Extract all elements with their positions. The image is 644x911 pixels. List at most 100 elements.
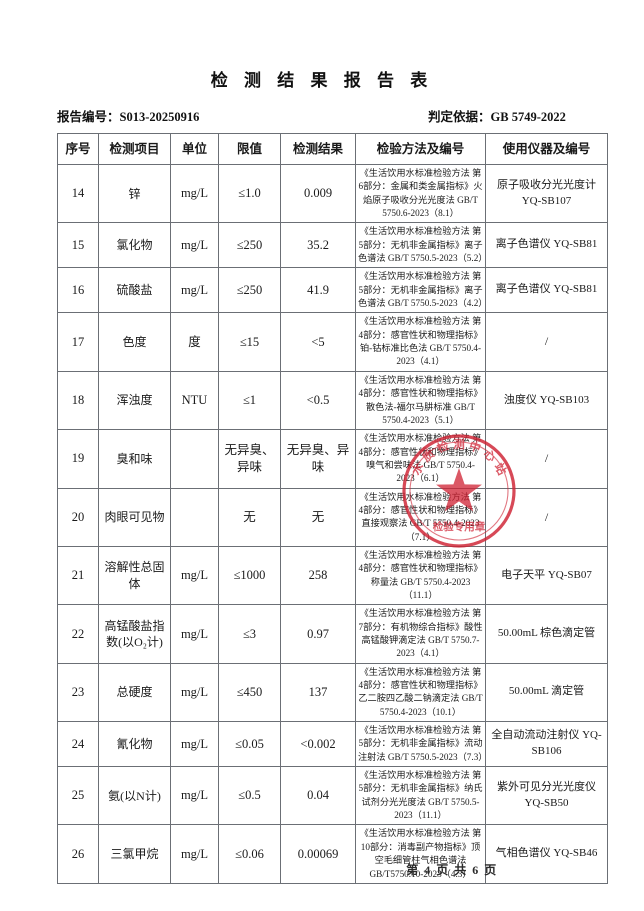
cell-method: 《生活饮用水标准检验方法 第4部分：感官性状和物理指标》铂-钴标准比色法 GB/… bbox=[355, 312, 486, 372]
cell-no: 18 bbox=[57, 370, 99, 431]
table-row: 18 浑浊度 NTU ≤1 <0.5 《生活饮用水标准检验方法 第4部分：感官性状和物理指… bbox=[57, 370, 608, 431]
cell-no: 17 bbox=[57, 312, 99, 372]
cell-no: 14 bbox=[57, 163, 99, 224]
cell-result: 0.97 bbox=[280, 604, 356, 664]
cell-instrument: / bbox=[485, 487, 608, 547]
column-header-method: 检验方法及编号 bbox=[355, 133, 486, 165]
cell-result: 无异臭、异味 bbox=[280, 429, 356, 489]
cell-item: 总硬度 bbox=[98, 662, 171, 723]
column-header-item: 检测项目 bbox=[98, 133, 171, 165]
cell-limit: ≤1000 bbox=[218, 545, 281, 606]
cell-instrument: / bbox=[485, 429, 608, 489]
cell-item: 臭和味 bbox=[98, 429, 171, 489]
cell-unit: mg/L bbox=[170, 721, 219, 768]
column-header-unit: 单位 bbox=[170, 133, 219, 165]
column-header-no: 序号 bbox=[57, 133, 99, 165]
cell-unit: mg/L bbox=[170, 222, 219, 269]
column-header-limit: 限值 bbox=[218, 133, 281, 165]
page-title: 检 测 结 果 报 告 表 bbox=[210, 71, 434, 90]
cell-item: 高锰酸盐指数(以O₂计) bbox=[98, 604, 171, 664]
cell-method: 《生活饮用水标准检验方法 第5部分：无机非金属指标》流动注射法 GB/T 575… bbox=[355, 721, 487, 768]
cell-item: 氯化物 bbox=[98, 222, 171, 269]
cell-no: 22 bbox=[57, 604, 99, 664]
table-row: 15 氯化物 mg/L ≤250 35.2 《生活饮用水标准检验方法 第5部分：无机非金属… bbox=[57, 222, 608, 269]
cell-unit bbox=[170, 487, 219, 547]
table-row: 23 总硬度 mg/L ≤450 137 《生活饮用水标准检验方法 第4部分：感官性状和物… bbox=[57, 662, 608, 723]
table-row: 25 氨(以N计) mg/L ≤0.5 0.04 《生活饮用水标准检验方法 第5部分：无机… bbox=[57, 766, 608, 826]
report-meta: 报告编号：S013-20250916 判定依据：GB 5749-2022 bbox=[57, 106, 608, 126]
cell-limit: ≤0.05 bbox=[218, 721, 281, 768]
cell-unit: mg/L bbox=[170, 766, 219, 826]
table-row: 14 锌 mg/L ≤1.0 0.009 《生活饮用水标准检验方法 第6部分：金属和类金属… bbox=[57, 163, 608, 224]
cell-limit: ≤250 bbox=[218, 267, 281, 314]
cell-method: 《生活饮用水标准检验方法 第6部分：金属和类金属指标》火焰原子吸收分光光度法 G… bbox=[355, 163, 486, 224]
cell-limit: ≤15 bbox=[218, 312, 281, 372]
judgement-criteria: 判定依据：GB 5749-2022 bbox=[428, 106, 566, 125]
cell-item: 硫酸盐 bbox=[98, 267, 171, 314]
cell-method: 《生活饮用水标准检验方法 第4部分：感官性状和物理指标》嗅气和尝味法 GB/T … bbox=[355, 429, 486, 489]
cell-method: 《生活饮用水标准检验方法 第4部分：感官性状和物理指标》直接观察法 GB/T 5… bbox=[355, 487, 486, 547]
cell-item: 溶解性总固体 bbox=[98, 545, 171, 606]
cell-instrument: 电子天平 YQ-SB07 bbox=[485, 545, 608, 606]
cell-instrument: 气相色谱仪 YQ-SB46 bbox=[485, 824, 608, 884]
cell-method: 《生活饮用水标准检验方法 第4部分：感官性状和物理指标》称量法 GB/T 575… bbox=[355, 545, 486, 606]
cell-instrument: 紫外可见分光光度仪 YQ-SB50 bbox=[485, 766, 608, 826]
column-header-instrument: 使用仪器及编号 bbox=[485, 133, 608, 165]
cell-instrument: 50.00mL 滴定管 bbox=[485, 662, 608, 723]
cell-item: 氰化物 bbox=[98, 721, 171, 768]
cell-method: 《生活饮用水标准检验方法 第4部分：感官性状和物理指标》乙二胺四乙酸二钠滴定法 … bbox=[355, 662, 486, 723]
table-row: 17 色度度 ≤15 <5 《生活饮用水标准检验方法 第4部分：感官性状和物理指标》铂-… bbox=[57, 312, 608, 372]
results-table-body: 14 锌 mg/L ≤1.0 0.009 《生活饮用水标准检验方法 第6部分：金属和类金属… bbox=[57, 163, 608, 884]
cell-result: 258 bbox=[280, 545, 356, 606]
cell-unit: mg/L bbox=[170, 163, 219, 224]
cell-no: 21 bbox=[57, 545, 99, 606]
cell-item: 色度 bbox=[98, 312, 171, 372]
table-row: 19 臭和味 无异臭、异味 无异臭、异味 《生活饮用水标准检验方法 第4部分：感官性状和… bbox=[57, 429, 608, 489]
table-row: 26 三氯甲烷 mg/L ≤0.06 0.00069 《生活饮用水标准检验方法 第10部分… bbox=[57, 824, 608, 884]
cell-method: 《生活饮用水标准检验方法 第5部分：无机非金属指标》离子色谱法 GB/T 575… bbox=[355, 267, 487, 314]
cell-item: 三氯甲烷 bbox=[98, 824, 171, 884]
report-number-value: S013-20250916 bbox=[119, 110, 200, 124]
cell-limit: ≤3 bbox=[218, 604, 281, 664]
cell-limit: ≤0.5 bbox=[218, 766, 281, 826]
cell-item: 氨(以N计) bbox=[98, 766, 171, 826]
cell-result: 41.9 bbox=[280, 267, 356, 314]
cell-result: 35.2 bbox=[280, 222, 356, 269]
cell-unit: mg/L bbox=[170, 545, 219, 606]
table-row: 20 肉眼可见物无无《生活饮用水标准检验方法 第4部分：感官性状和物理指标》直接观… bbox=[57, 487, 608, 547]
cell-result: <5 bbox=[280, 312, 356, 372]
report-number: 报告编号：S013-20250916 bbox=[57, 106, 199, 125]
judgement-criteria-value: GB 5749-2022 bbox=[490, 110, 566, 124]
cell-no: 20 bbox=[57, 487, 99, 547]
cell-instrument: 全自动流动注射仪 YQ-SB106 bbox=[485, 721, 608, 768]
cell-limit: ≤1 bbox=[218, 370, 281, 431]
cell-unit bbox=[170, 429, 219, 489]
cell-no: 24 bbox=[57, 721, 99, 768]
cell-limit: ≤0.06 bbox=[218, 824, 281, 884]
page-number: 第 4 页 共 6 页 bbox=[406, 863, 498, 877]
cell-method: 《生活饮用水标准检验方法 第7部分：有机物综合指标》酸性高锰酸钾滴定法 GB/T… bbox=[355, 604, 486, 664]
cell-no: 25 bbox=[57, 766, 99, 826]
cell-item: 浑浊度 bbox=[98, 370, 171, 431]
cell-item: 肉眼可见物 bbox=[98, 487, 171, 547]
cell-result: 137 bbox=[280, 662, 356, 723]
cell-item: 锌 bbox=[98, 163, 171, 224]
cell-method: 《生活饮用水标准检验方法 第5部分：无机非金属指标》离子色谱法 GB/T 575… bbox=[355, 222, 487, 269]
table-header-row: 序号 检测项目 单位 限值 检测结果 检验方法及编号 使用仪器及编号 bbox=[57, 133, 608, 165]
judgement-criteria-label: 判定依据： bbox=[428, 110, 491, 124]
cell-no: 15 bbox=[57, 222, 99, 269]
results-table: 序号 检测项目 单位 限值 检测结果 检验方法及编号 使用仪器及编号 14 锌 mg… bbox=[57, 133, 608, 884]
cell-no: 16 bbox=[57, 267, 99, 314]
table-row: 21 溶解性总固体 mg/L ≤1000 258 《生活饮用水标准检验方法 第4部分：感官… bbox=[57, 545, 608, 606]
cell-result: <0.002 bbox=[280, 721, 356, 768]
cell-result: 无 bbox=[280, 487, 356, 547]
cell-instrument: 浊度仪 YQ-SB103 bbox=[485, 370, 608, 431]
cell-unit: mg/L bbox=[170, 267, 219, 314]
cell-result: 0.04 bbox=[280, 766, 356, 826]
cell-limit: ≤250 bbox=[218, 222, 281, 269]
cell-instrument: / bbox=[485, 312, 608, 372]
cell-limit: ≤450 bbox=[218, 662, 281, 723]
cell-limit: 无 bbox=[218, 487, 281, 547]
cell-limit: ≤1.0 bbox=[218, 163, 281, 224]
